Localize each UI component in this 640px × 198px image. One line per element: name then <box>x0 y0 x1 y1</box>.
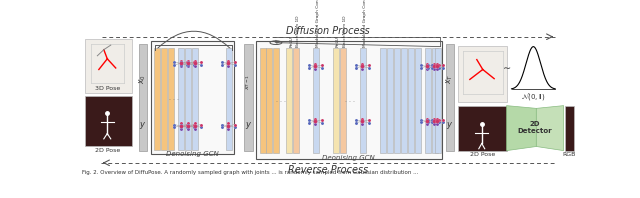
Text: ReLU: ReLU <box>289 37 293 47</box>
Bar <box>431 48 438 153</box>
Text: 2D Pose: 2D Pose <box>470 152 495 157</box>
Bar <box>458 46 507 102</box>
Text: $\mathcal{N}(0, \mathbf{I})$: $\mathcal{N}(0, \mathbf{I})$ <box>521 91 545 102</box>
Bar <box>85 39 132 93</box>
Bar <box>286 48 292 153</box>
Bar <box>313 48 319 153</box>
Bar <box>266 48 273 153</box>
Bar <box>161 48 167 149</box>
Bar <box>435 48 441 153</box>
Text: · · ·: · · · <box>346 99 355 104</box>
Bar <box>333 48 339 153</box>
Bar <box>192 48 198 149</box>
Bar <box>151 41 234 154</box>
Bar <box>425 48 431 153</box>
Bar <box>244 44 253 151</box>
Text: 3D Pose: 3D Pose <box>95 86 120 91</box>
Bar <box>458 106 507 151</box>
Bar <box>168 48 174 149</box>
Text: Deonising GCN: Deonising GCN <box>323 154 375 161</box>
Bar <box>564 106 573 151</box>
Bar <box>273 48 280 153</box>
Bar <box>85 96 132 147</box>
Bar <box>178 48 184 149</box>
Text: Fig. 2. Overview of DiffuPose. A randomly sampled graph with joints ... is rando: Fig. 2. Overview of DiffuPose. A randoml… <box>83 170 419 175</box>
Text: · · ·: · · · <box>169 97 179 102</box>
Text: $y$: $y$ <box>446 120 454 131</box>
Bar <box>394 48 400 153</box>
Polygon shape <box>507 106 536 151</box>
Bar <box>445 44 454 151</box>
Text: RGB: RGB <box>563 152 576 157</box>
Bar <box>387 48 393 153</box>
Text: BatchNorm 1D: BatchNorm 1D <box>343 16 347 47</box>
Text: · · ·: · · · <box>276 99 286 104</box>
Bar <box>401 48 407 153</box>
Text: $y$: $y$ <box>140 120 147 131</box>
Bar <box>408 48 414 153</box>
Bar <box>185 48 191 149</box>
Bar <box>227 48 232 149</box>
Text: $x_0$: $x_0$ <box>138 74 148 84</box>
Bar <box>154 48 161 149</box>
Text: $\sim$: $\sim$ <box>501 61 512 71</box>
Text: Denoising GCN: Denoising GCN <box>166 151 219 157</box>
Text: Reverse Process: Reverse Process <box>288 165 368 175</box>
Bar <box>256 41 442 159</box>
Text: BatchNorm 1D: BatchNorm 1D <box>296 16 300 47</box>
Text: +: + <box>273 40 279 46</box>
Text: Modulated Graph Conv layer: Modulated Graph Conv layer <box>364 0 367 47</box>
Bar <box>415 48 420 153</box>
Text: 2D Pose: 2D Pose <box>95 148 120 152</box>
Bar <box>360 48 366 153</box>
Bar <box>380 48 386 153</box>
Bar <box>138 44 147 151</box>
Text: Modulated Graph Conv layer: Modulated Graph Conv layer <box>316 0 320 47</box>
Text: ReLU: ReLU <box>336 37 340 47</box>
Bar <box>260 48 266 153</box>
Text: Diffusion Process: Diffusion Process <box>286 26 370 36</box>
Text: $x_{T-1}$: $x_{T-1}$ <box>244 74 252 90</box>
Text: 2D
Detector: 2D Detector <box>518 121 552 134</box>
Text: $x_T$: $x_T$ <box>445 73 455 84</box>
Bar <box>293 48 300 153</box>
Text: $y$: $y$ <box>244 120 252 131</box>
Bar <box>340 48 346 153</box>
Polygon shape <box>536 106 564 151</box>
